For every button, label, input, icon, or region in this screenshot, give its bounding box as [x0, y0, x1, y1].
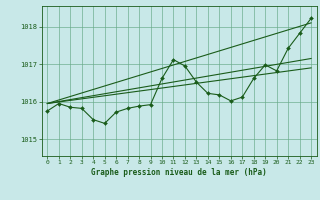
- X-axis label: Graphe pression niveau de la mer (hPa): Graphe pression niveau de la mer (hPa): [91, 168, 267, 177]
